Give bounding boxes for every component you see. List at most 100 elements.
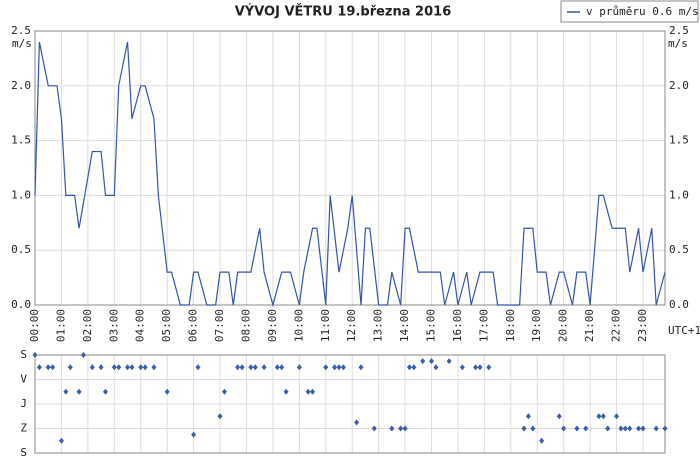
- data-point: [164, 388, 170, 395]
- y-tick-label: 2.5: [11, 24, 31, 37]
- data-point: [389, 425, 395, 432]
- data-point: [398, 425, 404, 432]
- data-point: [67, 364, 73, 371]
- y-tick-label: Z: [20, 422, 27, 435]
- x-tick-label: 22:00: [610, 309, 623, 342]
- y-tick-label: 1.0: [11, 188, 31, 201]
- data-point: [142, 364, 148, 371]
- data-point: [310, 388, 316, 395]
- x-tick-label: 10:00: [292, 309, 305, 342]
- data-point: [446, 358, 452, 365]
- data-point: [50, 364, 56, 371]
- x-tick-label: 06:00: [187, 309, 200, 342]
- legend-label: v průměru 0.6 m/s: [586, 5, 699, 18]
- data-point: [283, 388, 289, 395]
- data-point: [653, 425, 659, 432]
- data-point: [521, 425, 527, 432]
- data-point: [274, 364, 280, 371]
- data-point: [32, 352, 38, 358]
- data-point: [371, 425, 377, 432]
- data-point: [217, 413, 223, 420]
- x-tick-label: 23:00: [636, 309, 649, 342]
- data-point: [111, 364, 117, 371]
- data-point: [76, 388, 82, 395]
- y-tick-label: 0.0: [11, 298, 31, 311]
- data-point: [248, 364, 254, 371]
- data-point: [323, 364, 329, 371]
- legend-box: [560, 0, 699, 23]
- x-tick-label: 02:00: [81, 309, 94, 342]
- x-tick-label: 03:00: [107, 309, 120, 342]
- x-tick-label: 05:00: [160, 309, 173, 342]
- data-point: [252, 364, 258, 371]
- data-point: [296, 364, 302, 371]
- data-point: [459, 364, 465, 371]
- x-tick-label: 19:00: [530, 309, 543, 342]
- data-point: [622, 425, 628, 432]
- data-point: [336, 364, 342, 371]
- y-tick-label: 0.5: [669, 243, 689, 256]
- data-point: [627, 425, 633, 432]
- y-axis-label: m/s: [668, 37, 688, 50]
- data-point: [600, 413, 606, 420]
- data-point: [486, 364, 492, 371]
- data-point: [45, 364, 51, 371]
- x-tick-label: 11:00: [319, 309, 332, 342]
- data-point: [406, 364, 412, 371]
- x-tick-label: 17:00: [477, 309, 490, 342]
- data-point: [261, 364, 267, 371]
- plot-frame: [34, 30, 666, 306]
- data-point: [530, 425, 536, 432]
- y-tick-label: 1.5: [669, 134, 689, 147]
- data-point: [36, 364, 42, 371]
- y-tick-label: 2.0: [669, 79, 689, 92]
- data-point: [574, 425, 580, 432]
- data-point: [662, 425, 668, 432]
- x-tick-label: 20:00: [557, 309, 570, 342]
- x-tick-label: 09:00: [266, 309, 279, 342]
- y-tick-label: V: [20, 373, 27, 386]
- data-point: [116, 364, 122, 371]
- data-point: [477, 364, 483, 371]
- data-point: [433, 364, 439, 371]
- data-point: [420, 358, 426, 365]
- data-point: [340, 364, 346, 371]
- x-axis-label: UTC+1: [668, 324, 700, 337]
- legend: v průměru 0.6 m/s: [560, 0, 699, 23]
- data-point: [402, 425, 408, 432]
- x-tick-label: 04:00: [134, 309, 147, 342]
- data-point: [221, 388, 227, 395]
- data-line: [34, 41, 666, 308]
- data-point: [583, 425, 589, 432]
- data-point: [235, 364, 241, 371]
- x-tick-label: 01:00: [54, 309, 67, 342]
- data-point: [618, 425, 624, 432]
- data-point: [429, 358, 435, 365]
- data-point: [129, 364, 135, 371]
- data-point: [102, 388, 108, 395]
- data-point: [195, 364, 201, 371]
- y-tick-label: S: [20, 348, 27, 361]
- data-point: [539, 437, 545, 444]
- data-point: [596, 413, 602, 420]
- x-tick-label: 12:00: [345, 309, 358, 342]
- data-point: [191, 431, 197, 438]
- data-point: [151, 364, 157, 371]
- y-tick-label: 1.5: [11, 134, 31, 147]
- x-tick-label: 14:00: [398, 309, 411, 342]
- y-tick-label: 1.0: [669, 188, 689, 201]
- data-point: [138, 364, 144, 371]
- x-tick-label: 08:00: [239, 309, 252, 342]
- data-point: [279, 364, 285, 371]
- data-point: [305, 388, 311, 395]
- y-tick-label: 2.0: [11, 79, 31, 92]
- data-point: [58, 437, 64, 444]
- data-point: [63, 388, 69, 395]
- y-tick-label: 0.0: [669, 298, 689, 311]
- data-point: [636, 425, 642, 432]
- data-point: [561, 425, 567, 432]
- x-tick-label: 18:00: [504, 309, 517, 342]
- data-point: [332, 364, 338, 371]
- chart-title: VÝVOJ VĚTRU 19.března 2016: [235, 4, 452, 20]
